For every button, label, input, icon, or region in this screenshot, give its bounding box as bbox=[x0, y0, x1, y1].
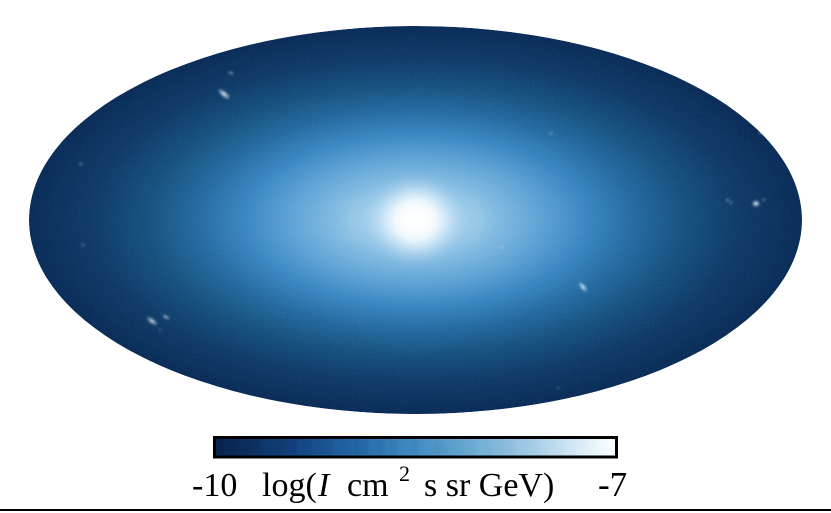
svg-text:2: 2 bbox=[399, 461, 410, 486]
svg-text:s sr GeV): s sr GeV) bbox=[424, 467, 554, 504]
svg-text:I: I bbox=[317, 467, 331, 504]
svg-text:-7: -7 bbox=[598, 465, 627, 504]
svg-text:cm: cm bbox=[347, 467, 389, 504]
svg-text:log(: log( bbox=[262, 467, 317, 504]
svg-text:-10: -10 bbox=[192, 467, 237, 504]
